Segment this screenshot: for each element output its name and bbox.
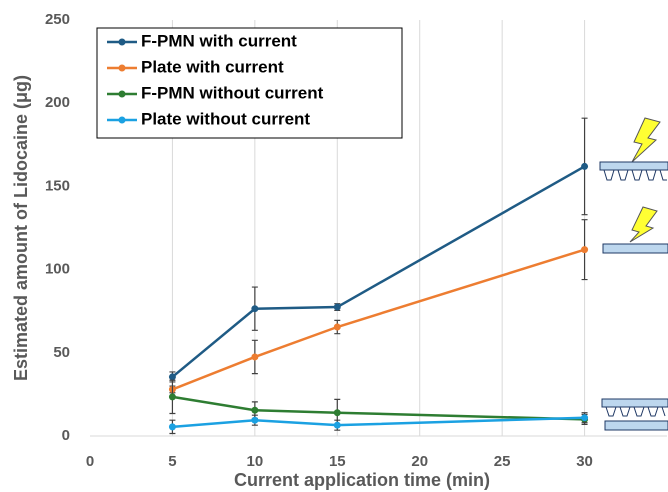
data-point xyxy=(168,423,176,431)
plate-icon xyxy=(604,420,668,431)
series-line xyxy=(171,165,586,378)
legend-label: F-PMN without current xyxy=(141,83,324,102)
legend-box xyxy=(96,27,403,139)
plate-icon xyxy=(599,161,668,171)
x-tick-label: 5 xyxy=(168,453,176,470)
series-line xyxy=(172,416,585,429)
y-axis-label: Estimated amount of Lidocaine (μg) xyxy=(11,75,31,381)
data-point xyxy=(168,393,176,401)
x-tick-label: 30 xyxy=(576,453,593,470)
y-tick-label: 100 xyxy=(45,261,70,278)
legend-label: F-PMN with current xyxy=(141,31,297,50)
data-point xyxy=(581,414,589,422)
series-line xyxy=(171,248,585,391)
data-point xyxy=(251,305,259,313)
x-axis-label: Current application time (min) xyxy=(234,470,490,490)
legend-label: Plate without current xyxy=(141,109,310,128)
data-point xyxy=(333,421,341,429)
y-tick-label: 0 xyxy=(62,427,70,444)
lightning-icon xyxy=(629,206,658,243)
x-tick-label: 10 xyxy=(247,453,264,470)
x-tick-label: 15 xyxy=(329,453,346,470)
data-point xyxy=(251,406,259,414)
legend-marker xyxy=(118,90,126,98)
data-point xyxy=(333,323,341,331)
data-point xyxy=(581,162,589,170)
x-tick-label: 25 xyxy=(494,453,511,470)
legend-marker xyxy=(118,116,126,124)
needle-icon xyxy=(603,169,667,181)
needle-icon xyxy=(605,406,666,417)
y-tick-label: 250 xyxy=(45,11,70,28)
y-tick-label: 150 xyxy=(45,177,70,194)
data-point xyxy=(168,373,176,381)
plate-icon xyxy=(602,243,668,254)
data-point xyxy=(251,353,259,361)
legend-label: Plate with current xyxy=(141,57,284,76)
y-tick-label: 200 xyxy=(45,94,70,111)
legend-marker xyxy=(118,64,126,72)
data-point xyxy=(333,409,341,417)
data-point xyxy=(251,416,259,424)
plate-icon xyxy=(601,398,668,408)
series-line xyxy=(172,395,585,421)
data-point xyxy=(581,246,589,254)
lightning-icon xyxy=(631,117,661,163)
x-tick-label: 20 xyxy=(411,453,428,470)
y-tick-label: 50 xyxy=(53,344,70,361)
icons xyxy=(599,117,668,431)
legend-marker xyxy=(118,38,126,46)
x-tick-label: 0 xyxy=(86,453,94,470)
data-point xyxy=(333,303,341,311)
